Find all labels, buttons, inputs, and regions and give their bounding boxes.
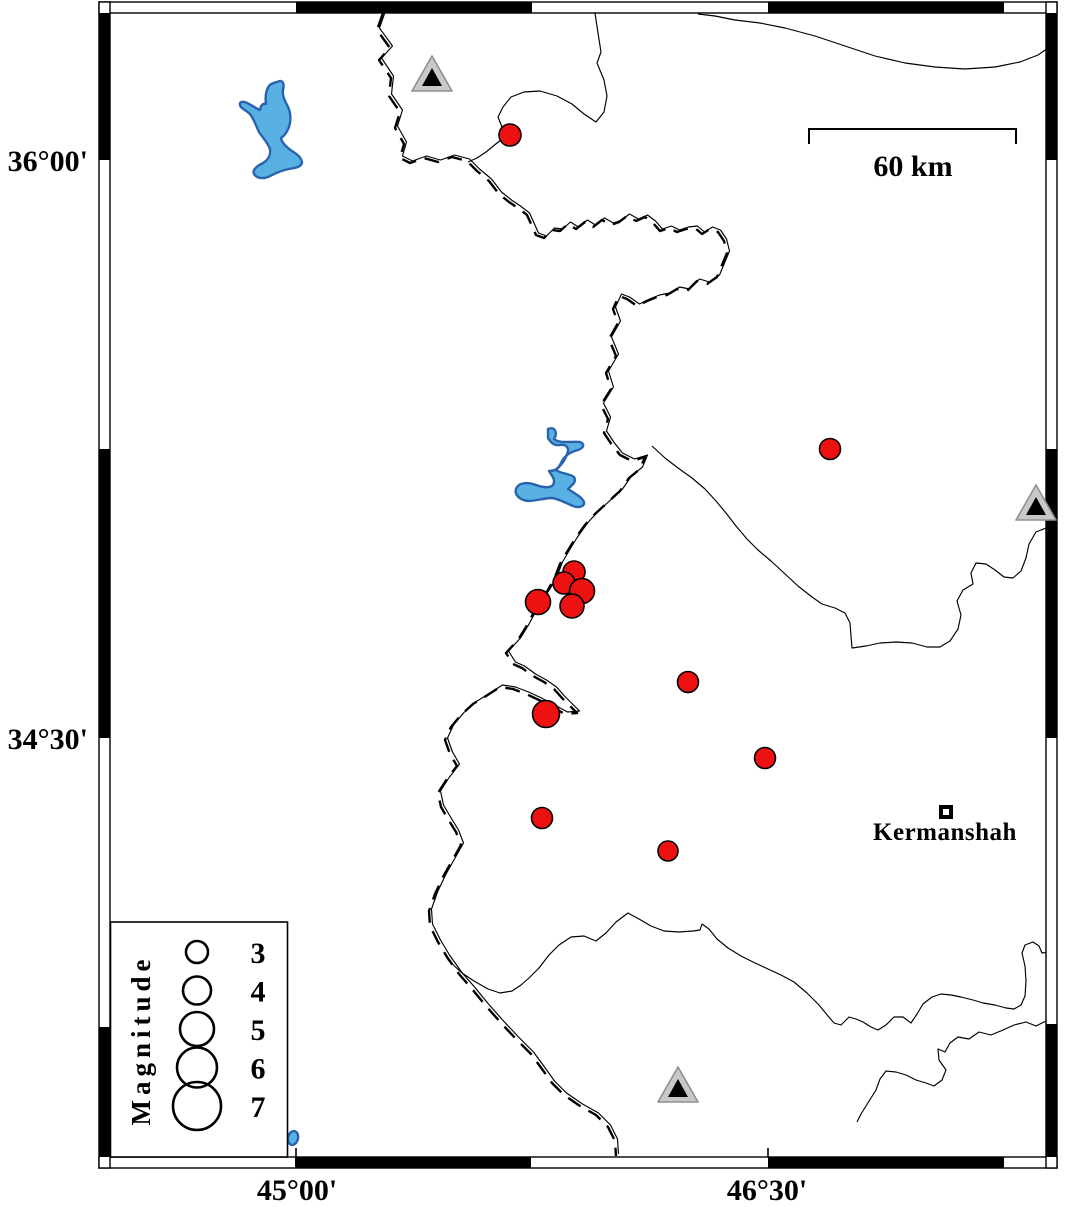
border-dashed-line xyxy=(375,13,729,1157)
station-triangle-inner-icon xyxy=(1026,497,1046,515)
earthquake-marker xyxy=(657,840,679,862)
legend-magnitude-circle xyxy=(181,975,213,1006)
axis-labels: 36°00' 34°30' 45°00' 46°30' xyxy=(8,145,808,1207)
axis-label-lon-46-30: 46°30' xyxy=(727,1174,807,1207)
earthquake-marker xyxy=(524,588,552,616)
map-frame xyxy=(98,1,1058,1169)
legend-magnitude-circle xyxy=(178,1010,216,1048)
boundary-line-northeast xyxy=(697,13,1046,70)
legend-magnitude-value: 6 xyxy=(251,1053,266,1086)
axis-label-lat-34-30: 34°30' xyxy=(8,723,88,756)
lake-northwest xyxy=(238,79,304,180)
lake-central xyxy=(514,427,586,509)
legend-magnitude-value: 3 xyxy=(251,937,266,970)
station-triangle-inner-icon xyxy=(668,1079,688,1097)
scale-bar-bracket xyxy=(808,128,1017,144)
scale-bar: 60 km xyxy=(808,128,1017,183)
earthquake-marker xyxy=(753,746,777,770)
city-label: Kermanshah xyxy=(873,819,1017,846)
axis-label-lat-36-00: 36°00' xyxy=(8,145,88,178)
magnitude-legend: Magnitude 3 4 5 6 7 xyxy=(109,921,289,1158)
station-triangle-inner-icon xyxy=(422,68,442,86)
earthquake-marker xyxy=(498,123,522,147)
earthquake-marker xyxy=(530,806,554,830)
boundary-line-southeast xyxy=(856,1020,1046,1123)
scale-bar-label: 60 km xyxy=(873,150,952,183)
legend-magnitude-value: 4 xyxy=(251,976,266,1009)
city-square-icon xyxy=(939,805,953,819)
geography-layer xyxy=(238,13,1046,1157)
axis-label-lon-45-00: 45°00' xyxy=(257,1174,337,1207)
earthquake-marker xyxy=(676,670,700,694)
earthquake-marker xyxy=(818,437,842,461)
legend-title: Magnitude xyxy=(126,954,156,1125)
legend-rows: 3 4 5 6 7 xyxy=(171,937,266,1132)
international-border xyxy=(375,13,731,1157)
legend-magnitude-value: 7 xyxy=(251,1091,266,1124)
legend-box xyxy=(109,921,289,1158)
border-solid-line xyxy=(378,13,731,1155)
river-line-east xyxy=(651,445,1046,649)
legend-magnitude-circle xyxy=(184,939,210,965)
earthquake-marker xyxy=(559,593,585,619)
earthquake-marker xyxy=(531,699,561,729)
earthquake-markers xyxy=(498,123,842,862)
boundary-line-south xyxy=(447,912,1046,1031)
legend-magnitude-circle xyxy=(171,1080,223,1132)
city-marker-group: Kermanshah xyxy=(873,805,1017,846)
legend-magnitude-value: 5 xyxy=(251,1014,266,1047)
legend-magnitude-circle xyxy=(175,1046,219,1089)
station-markers xyxy=(411,55,1057,1103)
